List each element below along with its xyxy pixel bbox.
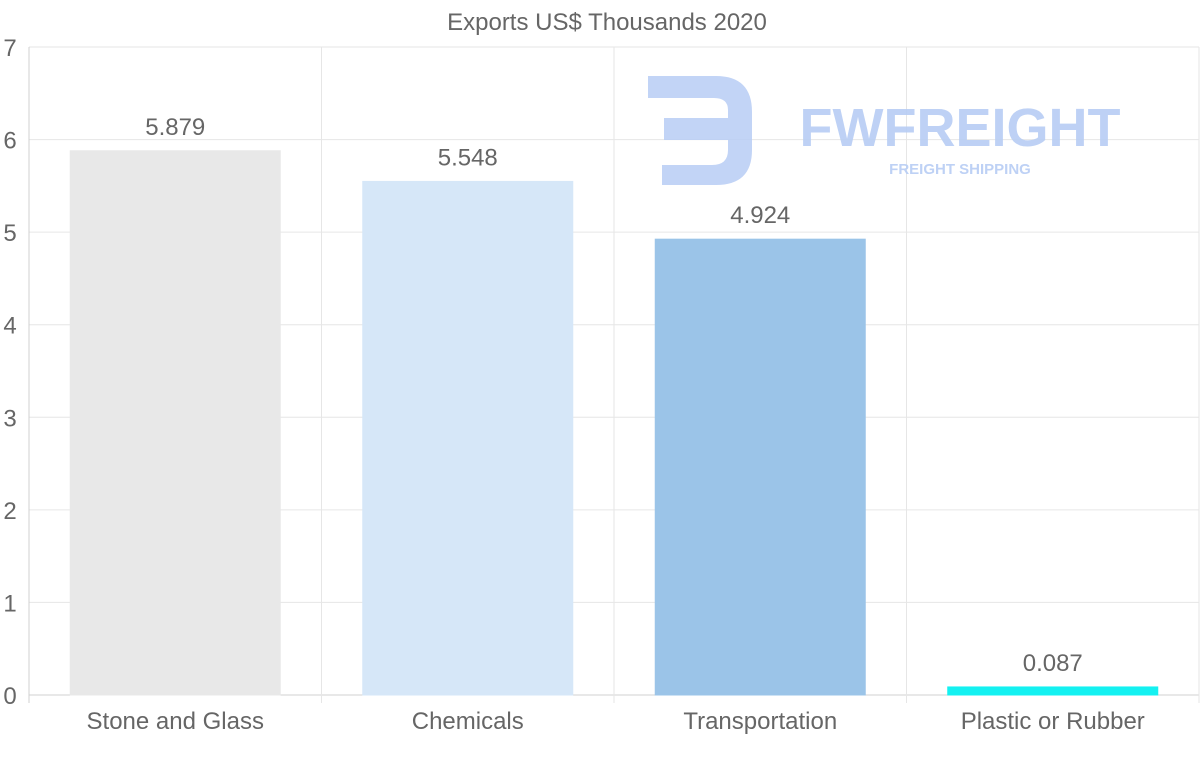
bars-layer xyxy=(69,150,1159,696)
data-label: 5.879 xyxy=(145,114,205,141)
data-label: 0.087 xyxy=(1023,650,1083,677)
y-tick-label: 1 xyxy=(3,590,16,617)
y-axis: 0 1 2 3 4 5 6 7 xyxy=(3,35,16,710)
y-tick-label: 2 xyxy=(3,498,16,525)
bar[interactable] xyxy=(362,180,574,696)
data-label: 5.548 xyxy=(438,144,498,171)
y-tick-label: 7 xyxy=(3,35,16,62)
x-axis: Stone and Glass Chemicals Transportation Pl… xyxy=(87,708,1145,735)
watermark-brand: FWFREIGHT xyxy=(800,98,1121,158)
x-tick-label: Chemicals xyxy=(412,708,524,735)
y-tick-label: 0 xyxy=(3,683,16,710)
logo-mark-icon xyxy=(648,76,752,185)
chart-title: Exports US$ Thousands 2020 xyxy=(447,9,767,36)
bar[interactable] xyxy=(654,238,866,696)
y-tick-label: 5 xyxy=(3,220,16,247)
x-tick-label: Transportation xyxy=(683,708,837,735)
y-tick-label: 6 xyxy=(3,128,16,155)
watermark-tagline: FREIGHT SHIPPING xyxy=(889,161,1031,178)
y-tick-label: 3 xyxy=(3,405,16,432)
x-tick-label: Stone and Glass xyxy=(87,708,264,735)
bar[interactable] xyxy=(69,150,281,696)
x-tick-label: Plastic or Rubber xyxy=(961,708,1145,735)
watermark-logo: FWFREIGHT FREIGHT SHIPPING xyxy=(648,76,1120,185)
data-label: 4.924 xyxy=(730,202,790,229)
bar[interactable] xyxy=(947,686,1159,696)
data-labels-layer: 5.879 5.548 4.924 0.087 xyxy=(145,114,1083,677)
y-tick-label: 4 xyxy=(3,313,16,340)
